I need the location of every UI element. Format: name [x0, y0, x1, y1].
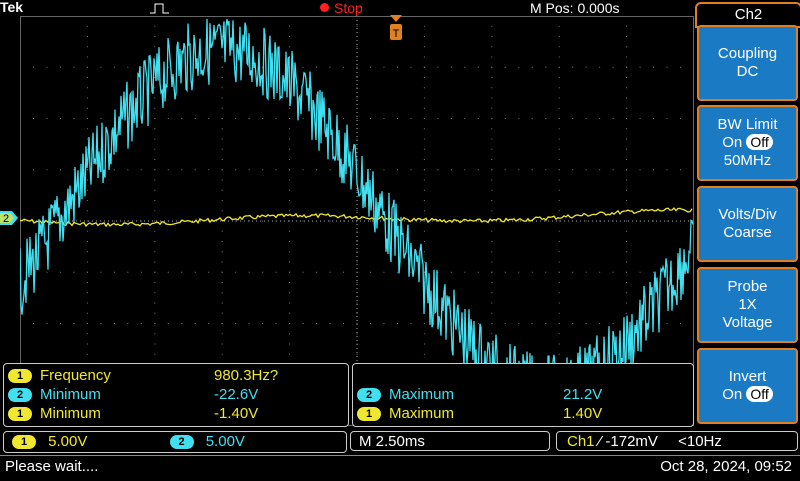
ch1-scale-badge: 1: [12, 435, 36, 449]
trigger-slope-icon: ⁄: [599, 433, 602, 450]
ch1-waveform: [20, 208, 692, 226]
meas-row-5: 1 Maximum: [357, 404, 454, 423]
top-status-bar: Tek Stop M Pos: 0.000s: [0, 0, 694, 16]
invert-label: Invert: [729, 368, 767, 386]
ch2-scale: 5.00V: [206, 433, 245, 450]
date-time: Oct 28, 2024, 09:52: [660, 456, 792, 478]
meas-row-4: 2 Maximum: [357, 385, 454, 404]
stop-indicator-icon: [320, 3, 329, 12]
measurements-right: 2 Maximum 21.2V 1 Maximum 1.40V: [352, 363, 694, 427]
message-bar: Please wait.... Oct 28, 2024, 09:52: [0, 455, 800, 481]
meas-value: -1.40V: [214, 404, 258, 423]
invert-on: On: [722, 386, 742, 403]
meas-row-2: 2 Minimum: [8, 385, 101, 404]
meas-name: Minimum: [40, 405, 101, 422]
meas-name: Maximum: [389, 405, 454, 422]
timebase: M 2.50ms: [350, 431, 550, 451]
horizontal-position: M Pos: 0.000s: [530, 0, 620, 16]
coupling-button[interactable]: Coupling DC: [697, 25, 798, 101]
invert-button[interactable]: Invert On Off: [697, 348, 798, 424]
coupling-label: Coupling: [718, 45, 777, 63]
bw-limit-button[interactable]: BW Limit On Off 50MHz: [697, 105, 798, 181]
meas-value: 1.40V: [563, 404, 602, 423]
ch2-badge: 2: [8, 388, 32, 402]
coupling-value: DC: [737, 63, 759, 81]
ch1-badge: 1: [8, 407, 32, 421]
trigger-time-marker-icon: T: [389, 14, 403, 42]
trigger-level: -172mV: [605, 433, 658, 450]
ch2-badge: 2: [357, 388, 381, 402]
probe-button[interactable]: Probe 1X Voltage: [697, 267, 798, 343]
bw-limit-on: On: [722, 134, 742, 151]
channel-scales: 1 5.00V 2 5.00V: [3, 431, 347, 453]
trigger-info: Ch1 ⁄ -172mV <10Hz: [556, 431, 798, 451]
trigger-source: Ch1: [567, 433, 595, 450]
ch2-ground-marker-icon: 2: [0, 211, 18, 225]
trigger-position-icon: [150, 2, 170, 14]
bw-limit-freq: 50MHz: [724, 152, 772, 170]
ch1-badge: 1: [8, 369, 32, 383]
measurements-left: 1 Frequency 980.3Hz? 2 Minimum -22.6V 1 Min…: [3, 363, 349, 427]
ch1-scale: 5.00V: [48, 433, 87, 450]
bw-limit-off: Off: [746, 134, 772, 150]
invert-off: Off: [746, 386, 772, 402]
probe-label: Probe: [727, 278, 767, 296]
bw-limit-label: BW Limit: [718, 116, 778, 134]
meas-name: Minimum: [40, 386, 101, 403]
run-state: Stop: [334, 0, 363, 16]
volts-div-label: Volts/Div: [718, 206, 776, 224]
ch1-badge: 1: [357, 407, 381, 421]
meas-row-1: 1 Frequency: [8, 366, 111, 385]
status-message: Please wait....: [5, 456, 98, 478]
meas-value: 21.2V: [563, 385, 602, 404]
meas-name: Frequency: [40, 367, 111, 384]
trigger-frequency: <10Hz: [678, 433, 722, 450]
svg-text:T: T: [393, 28, 400, 40]
brand-logo: Tek: [0, 0, 23, 15]
meas-value: 980.3Hz?: [214, 366, 278, 385]
volts-div-value: Coarse: [723, 224, 771, 242]
meas-row-3: 1 Minimum: [8, 404, 101, 423]
probe-type: Voltage: [722, 314, 772, 332]
meas-value: -22.6V: [214, 385, 258, 404]
volts-div-button[interactable]: Volts/Div Coarse: [697, 186, 798, 262]
probe-atten: 1X: [738, 296, 756, 314]
meas-name: Maximum: [389, 386, 454, 403]
ch2-scale-badge: 2: [170, 435, 194, 449]
timebase-value: M 2.50ms: [359, 433, 425, 450]
svg-text:2: 2: [3, 213, 9, 225]
